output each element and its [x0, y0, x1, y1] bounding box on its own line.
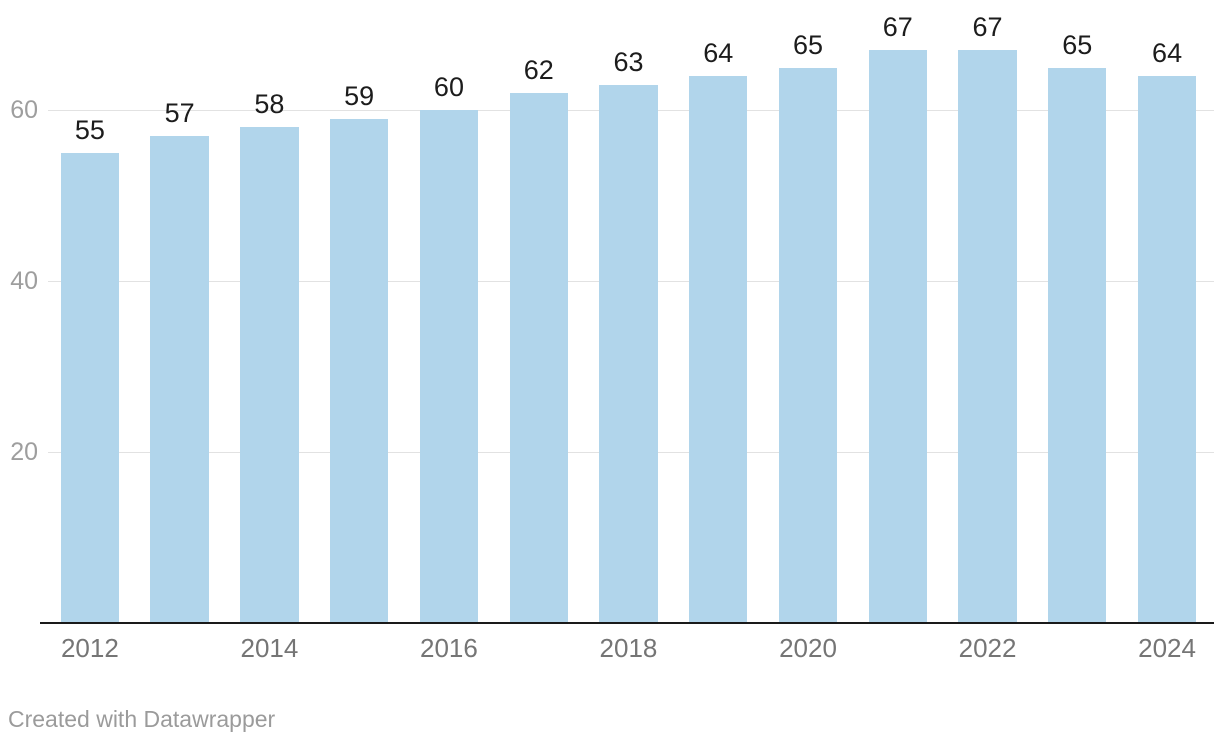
bar-2019 — [689, 76, 748, 623]
x-tick-spacer — [494, 631, 584, 665]
bar-cell: 62 — [494, 0, 584, 623]
bar-cell: 57 — [135, 0, 225, 623]
bar-value-label-2019: 64 — [703, 38, 734, 68]
bar-2013 — [150, 136, 209, 623]
bar-2018 — [599, 85, 658, 623]
bar-cell: 64 — [1122, 0, 1212, 623]
bar-cell: 55 — [45, 0, 135, 623]
y-tick-label-60: 60 — [10, 96, 38, 124]
bar-2023 — [1048, 68, 1107, 623]
bar-value-label-2023: 65 — [1062, 30, 1093, 60]
bar-value-label-2021: 67 — [882, 12, 913, 42]
bar-2020 — [778, 68, 838, 623]
bar-2016 — [419, 110, 479, 623]
x-tick-label-2020: 2020 — [779, 633, 837, 663]
y-tick-label-40: 40 — [10, 267, 38, 295]
bar-value-label-2012: 55 — [74, 115, 105, 145]
bar-value-label-2014: 58 — [254, 89, 285, 119]
x-tick-label-2014: 2014 — [240, 633, 299, 663]
y-tick-label-20: 20 — [10, 438, 38, 466]
bar-value-label-2020: 65 — [792, 30, 824, 60]
x-tick-label-2016: 2016 — [420, 633, 478, 663]
bar-value-label-2017: 62 — [523, 55, 554, 85]
bar-2012 — [60, 153, 120, 623]
bar-2021 — [868, 50, 927, 623]
x-tick-label-2012: 2012 — [60, 633, 119, 663]
bar-cell: 63 — [584, 0, 674, 623]
bars-row: 55 57 58 59 60 62 63 64 65 67 67 — [45, 0, 1212, 623]
bar-2015 — [330, 119, 389, 623]
bar-cell: 58 — [225, 0, 315, 623]
x-tick-spacer — [135, 631, 225, 665]
x-axis-baseline — [40, 622, 1214, 624]
bar-2014 — [240, 127, 299, 623]
bar-value-label-2013: 57 — [164, 98, 195, 128]
x-tick-spacer — [314, 631, 404, 665]
x-tick-spacer — [673, 631, 763, 665]
bar-2022 — [958, 50, 1017, 623]
x-tick-spacer — [1032, 631, 1122, 665]
bar-cell: 59 — [314, 0, 404, 623]
x-axis-tick-labels: 2012 2014 2016 2018 2020 2022 2024 — [45, 631, 1212, 665]
bar-2024 — [1137, 76, 1197, 623]
x-tick-label-2024: 2024 — [1138, 633, 1196, 663]
x-tick-spacer — [853, 631, 943, 665]
bar-value-label-2016: 60 — [433, 72, 464, 102]
bar-value-label-2018: 63 — [613, 47, 644, 77]
bar-value-label-2015: 59 — [344, 81, 375, 111]
bar-cell: 67 — [853, 0, 943, 623]
bar-cell: 65 — [1032, 0, 1122, 623]
bar-value-label-2024: 64 — [1152, 38, 1183, 68]
bar-cell: 64 — [673, 0, 763, 623]
bar-cell: 67 — [943, 0, 1033, 623]
x-tick-label-2018: 2018 — [599, 633, 658, 663]
bar-cell: 60 — [404, 0, 494, 623]
x-tick-label-2022: 2022 — [958, 633, 1017, 663]
plot-area: 55 57 58 59 60 62 63 64 65 67 67 — [10, 0, 1214, 623]
datawrapper-credit-link[interactable]: Created with Datawrapper — [8, 706, 276, 732]
bar-2017 — [509, 93, 568, 623]
bar-value-label-2022: 67 — [972, 12, 1003, 42]
bar-cell: 65 — [763, 0, 853, 623]
